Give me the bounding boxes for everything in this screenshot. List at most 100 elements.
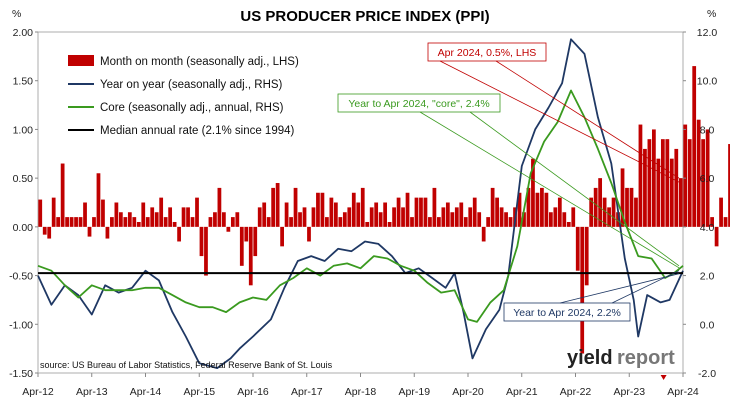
x-tick-label: Apr-24 — [667, 386, 699, 398]
bar-mom — [674, 148, 679, 227]
bar-mom — [204, 226, 208, 276]
bar-mom — [396, 197, 401, 227]
y-right-tick-label: -2.0 — [698, 368, 716, 380]
bar-mom — [347, 207, 352, 227]
legend-item-mom: Month on month (seasonally adj., LHS) — [100, 56, 299, 68]
bar-mom — [544, 192, 549, 227]
bar-mom — [65, 217, 69, 227]
bar-mom — [325, 217, 329, 227]
bar-mom — [432, 187, 437, 227]
bar-mom — [463, 217, 468, 227]
y-left-tick-label: 1.50 — [13, 76, 34, 88]
bar-mom — [186, 207, 190, 227]
bar-mom — [522, 212, 526, 227]
x-tick-label: Apr-19 — [399, 386, 431, 398]
source-note: source: US Bureau of Labor Statistics, F… — [40, 360, 333, 370]
bar-mom — [177, 226, 181, 242]
bar-mom — [566, 221, 571, 227]
annotation-box-yoy — [503, 302, 631, 322]
bar-mom — [728, 144, 730, 227]
x-tick-label: Apr-22 — [560, 386, 592, 398]
x-tick-label: Apr-17 — [291, 386, 323, 398]
bar-mom — [360, 187, 365, 227]
bar-mom — [333, 202, 338, 227]
bar-mom — [723, 217, 728, 227]
bar-mom — [486, 217, 491, 227]
left-unit-label: % — [12, 8, 21, 20]
bar-mom — [226, 226, 231, 232]
bar-mom — [159, 197, 164, 227]
bar-mom — [190, 217, 195, 227]
bar-mom — [647, 139, 652, 227]
bar-mom — [110, 217, 114, 227]
bar-mom — [589, 197, 594, 227]
bar-mom — [302, 207, 307, 227]
bar-mom — [123, 217, 128, 227]
line-yoy — [37, 38, 684, 369]
bar-mom — [217, 187, 222, 227]
y-right-tick-label: 10.0 — [697, 76, 718, 88]
right-unit-label: % — [707, 8, 716, 20]
bar-mom — [719, 197, 723, 227]
bar-mom — [222, 212, 226, 227]
y-left-tick-label: 2.00 — [13, 27, 34, 39]
bar-mom — [665, 139, 670, 227]
bar-mom — [620, 168, 625, 227]
x-tick-label: Apr-18 — [345, 386, 377, 398]
bar-mom — [701, 139, 706, 227]
bar-mom — [580, 226, 585, 354]
legend-item-yoy: Year on year (seasonally adj., RHS) — [100, 79, 283, 91]
bar-mom — [266, 217, 271, 227]
bar-mom — [289, 217, 293, 227]
bar-mom — [253, 226, 258, 257]
annotation-leader-core — [469, 111, 680, 267]
bar-mom — [284, 202, 289, 227]
annotation-leader-yoy-2 — [559, 273, 680, 304]
bar-mom — [625, 187, 629, 227]
bar-mom — [369, 207, 374, 227]
bar-mom — [629, 187, 634, 227]
bar-mom — [428, 217, 432, 227]
bar-mom — [611, 197, 616, 227]
bar-mom — [78, 217, 83, 227]
bar-mom — [150, 207, 155, 227]
bar-mom — [262, 202, 267, 227]
bar-mom — [244, 226, 249, 242]
bar-mom — [127, 212, 132, 227]
y-right-tick-label: 4.0 — [700, 222, 715, 234]
bar-mom — [136, 221, 141, 227]
x-tick-label: Apr-13 — [76, 386, 108, 398]
bar-mom — [441, 207, 446, 227]
bar-mom — [531, 158, 535, 227]
y-left-tick-label: 0.50 — [13, 173, 34, 185]
bar-mom — [607, 207, 611, 227]
x-tick-label: Apr-14 — [130, 386, 162, 398]
bar-mom — [477, 212, 482, 227]
x-tick-label: Apr-15 — [184, 386, 216, 398]
x-tick-label: Apr-12 — [22, 386, 54, 398]
bar-mom — [459, 202, 464, 227]
bar-mom — [504, 212, 508, 227]
bar-mom — [208, 217, 213, 227]
bar-mom — [678, 178, 683, 227]
y-right-tick-label: 12.0 — [697, 27, 718, 39]
bar-mom — [96, 173, 101, 227]
bar-mom — [692, 66, 697, 227]
bar-mom — [92, 217, 96, 227]
bar-mom — [669, 158, 674, 227]
legend-item-core: Core (seasonally adj., annual, RHS) — [100, 102, 284, 114]
bar-mom — [495, 197, 499, 227]
axes: 2.00 1.50 1.00 0.50 0.00 -0.50 -1.00 -1.50 12.0 1… — [9, 27, 717, 398]
bar-mom — [298, 212, 302, 227]
bar-mom — [414, 197, 419, 227]
bar-mom — [141, 202, 146, 227]
bar-mom — [535, 192, 540, 227]
bar-mom — [145, 217, 150, 227]
bar-mom — [195, 197, 199, 227]
bar-mom — [378, 212, 383, 227]
bar-mom — [239, 226, 244, 266]
bar-mom — [114, 202, 119, 227]
x-tick-label: Apr-20 — [452, 386, 484, 398]
annotation-leader-mom-2 — [439, 60, 680, 183]
